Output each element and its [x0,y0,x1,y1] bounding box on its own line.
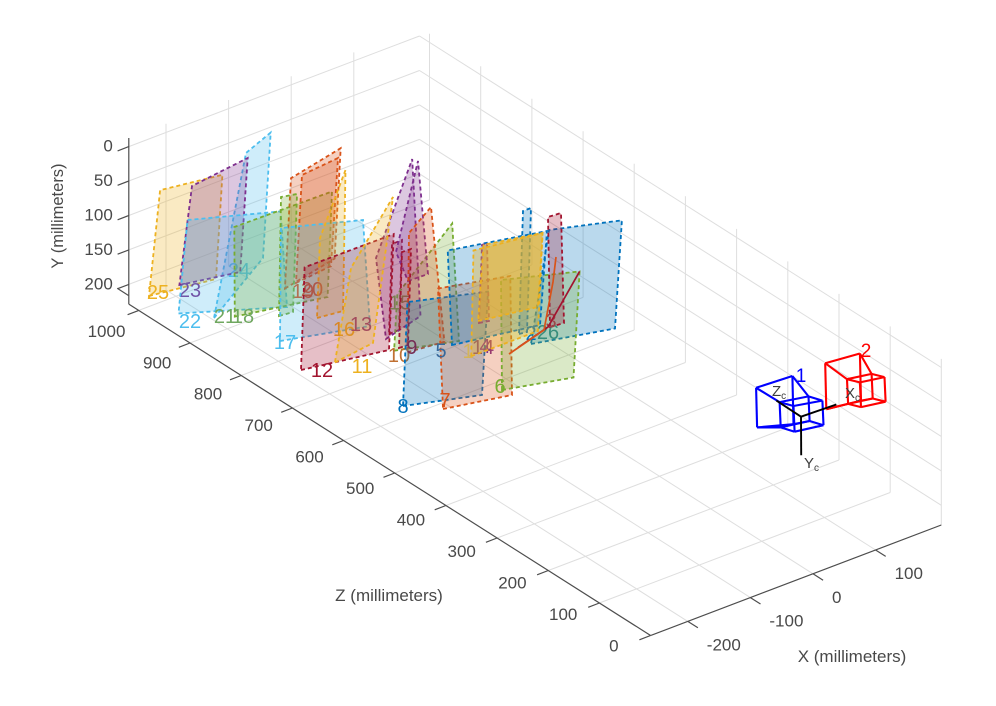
svg-text:200: 200 [84,274,112,293]
svg-text:18: 18 [232,306,254,328]
svg-text:X (millimeters): X (millimeters) [798,647,907,666]
svg-text:25: 25 [147,282,169,304]
svg-text:1000: 1000 [88,322,126,341]
svg-text:150: 150 [84,240,112,259]
svg-text:700: 700 [245,416,273,435]
svg-text:900: 900 [143,353,171,372]
svg-text:2: 2 [861,341,872,362]
svg-text:800: 800 [194,385,222,404]
svg-text:600: 600 [295,448,323,467]
svg-text:400: 400 [397,511,425,530]
svg-text:1: 1 [462,341,473,363]
svg-text:500: 500 [346,479,374,498]
svg-text:0: 0 [609,636,618,655]
svg-text:1: 1 [796,366,807,387]
svg-text:50: 50 [94,171,113,190]
svg-text:0: 0 [832,588,841,607]
svg-text:300: 300 [448,542,476,561]
svg-text:200: 200 [498,574,526,593]
svg-text:-200: -200 [707,635,741,654]
svg-text:100: 100 [895,564,923,583]
svg-text:Y (millimeters): Y (millimeters) [49,163,67,268]
svg-text:6: 6 [494,376,505,398]
svg-text:22: 22 [179,311,201,333]
svg-text:100: 100 [84,206,112,225]
svg-text:100: 100 [549,605,577,624]
svg-text:17: 17 [274,332,296,354]
svg-text:0: 0 [103,137,112,156]
svg-text:-100: -100 [769,612,803,631]
svg-text:8: 8 [397,396,408,418]
svg-text:5: 5 [435,341,446,363]
svg-text:12: 12 [311,360,333,382]
svg-text:Z (millimeters): Z (millimeters) [335,586,443,605]
svg-text:11: 11 [352,356,373,378]
svg-text:7: 7 [439,390,450,412]
